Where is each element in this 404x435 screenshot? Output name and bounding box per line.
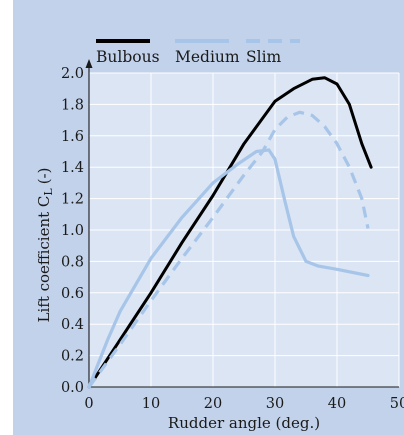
y-tick-label: 0.4 — [61, 317, 84, 333]
y-tick-label: 0.0 — [61, 380, 84, 396]
y-tick-label: 1.8 — [61, 97, 84, 113]
grid — [89, 72, 400, 387]
x-tick-label: 20 — [204, 396, 222, 412]
y-tick-label: 1.0 — [61, 223, 84, 239]
x-tick-label: 50 — [390, 396, 404, 412]
y-tick-label: 2.0 — [61, 66, 84, 82]
y-tick-label: 1.2 — [61, 192, 84, 208]
legend-label-slim: Slim — [246, 48, 282, 66]
tick-labels: 0 10 20 30 40 50 0.0 0.2 0.4 0.6 0.8 1.0 1.2 1.4 1.6 1.… — [61, 66, 404, 412]
x-tick-label: 10 — [142, 396, 160, 412]
x-tick-label: 0 — [84, 396, 93, 412]
series-line-bulbous — [87, 76, 373, 389]
series-line-slim — [87, 110, 370, 388]
x-axis-label: Rudder angle (deg.) — [168, 414, 320, 432]
y-tick-label: 0.2 — [61, 349, 84, 365]
y-tick-label: 0.6 — [61, 286, 84, 302]
legend: Bulbous Medium Slim — [96, 39, 300, 66]
y-tick-label: 0.8 — [61, 254, 84, 270]
y-axis-label-unit: (-) — [35, 168, 53, 185]
y-axis-label-main: Lift coefficient C — [35, 196, 53, 323]
x-tick-label: 40 — [328, 396, 346, 412]
y-axis-arrowhead — [85, 59, 93, 68]
x-tick-label: 30 — [266, 396, 284, 412]
legend-label-bulbous: Bulbous — [96, 48, 160, 66]
legend-label-medium: Medium — [175, 48, 240, 66]
y-axis-label: Lift coefficient CL (-) — [35, 168, 55, 323]
y-tick-label: 1.4 — [61, 160, 84, 176]
axes — [85, 59, 399, 388]
y-axis-label-subscript: L — [42, 188, 55, 196]
series-lines — [87, 76, 373, 389]
y-tick-label: 1.6 — [61, 129, 84, 145]
